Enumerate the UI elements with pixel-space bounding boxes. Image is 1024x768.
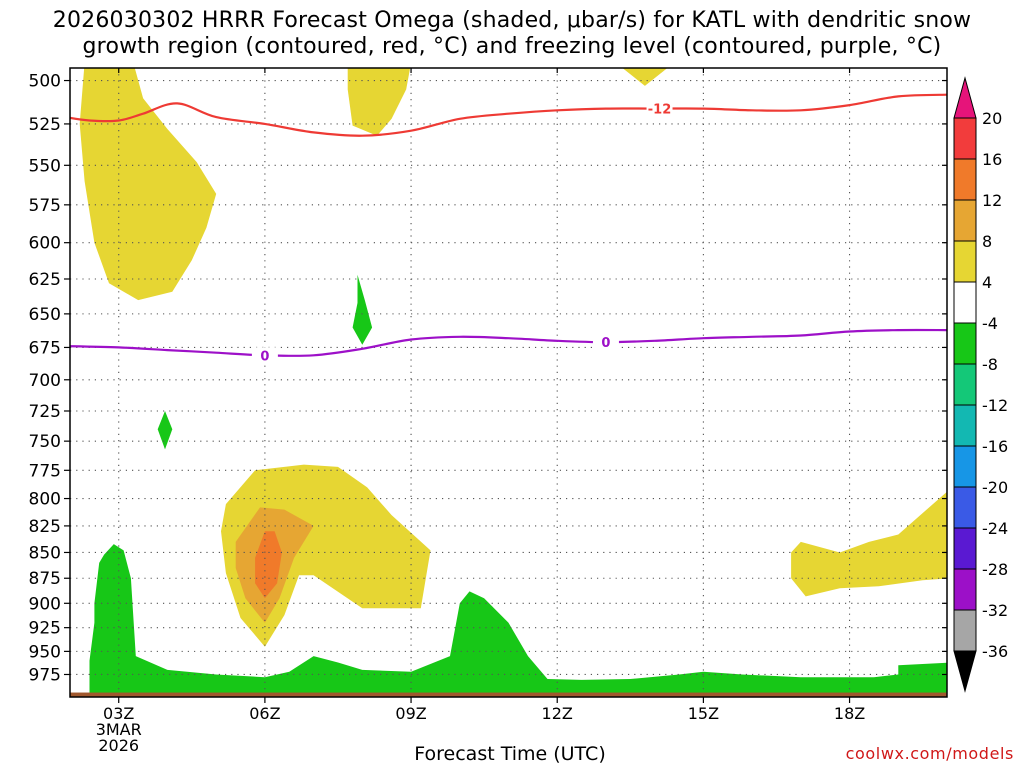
dendritic-minus12-contour [70, 93, 947, 137]
watermark: coolwx.com/models [845, 744, 1014, 763]
x-axis-label: Forecast Time (UTC) [414, 743, 606, 765]
colorbar-bottom-arrow [953, 650, 977, 693]
omega-right-yellow [791, 491, 947, 597]
colorbar-top-arrow [953, 76, 977, 119]
y-tick-label: 800 [29, 490, 61, 510]
colorbar-label: -36 [982, 642, 1008, 661]
y-tick-label: 500 [29, 72, 61, 92]
omega-lower-green [89, 544, 947, 697]
colorbar-segment [953, 363, 977, 406]
chart-title-line-2: growth region (contoured, red, °C) and f… [82, 34, 942, 59]
y-tick-label: 850 [29, 543, 61, 563]
y-tick-label: 975 [29, 665, 61, 685]
colorbar-segment [953, 240, 977, 283]
freezing-contour-label: 0 [260, 349, 269, 364]
y-tick-label: 525 [29, 115, 61, 135]
omega-small-green-650 [352, 274, 373, 345]
colorbar-segment [953, 404, 977, 447]
colorbar-segment [953, 199, 977, 242]
colorbar-segment [953, 158, 977, 201]
colorbar-label: -20 [982, 478, 1008, 497]
freezing-level-contour [70, 328, 947, 357]
x-tick-label: 18Z [834, 704, 865, 723]
chart-title-line-1: 2026030302 HRRR Forecast Omega (shaded, … [52, 8, 972, 33]
y-tick-label: 875 [29, 569, 61, 589]
x-tick-label: 03Z [103, 704, 134, 723]
y-tick-label: 750 [29, 432, 61, 452]
y-tick-label: 550 [29, 156, 61, 176]
y-tick-label: 925 [29, 619, 61, 639]
colorbar-label: -4 [982, 314, 998, 333]
y-tick-label: 675 [29, 338, 61, 358]
colorbar-label: 20 [982, 109, 1002, 128]
y-tick-label: 575 [29, 196, 61, 216]
omega-top-right-yellow [622, 68, 668, 86]
dendritic-contour-label: -12 [648, 103, 672, 118]
omega-upper-left-yellow [79, 68, 217, 301]
colorbar-segment [953, 445, 977, 488]
y-tick-label: 825 [29, 517, 61, 537]
colorbar-label: 4 [982, 273, 992, 292]
plot-area: -12 0 0 [70, 68, 947, 697]
colorbar-segment [953, 322, 977, 365]
x-date-sublabel: 3MAR [96, 720, 142, 739]
omega-upper-mid-yellow [347, 68, 411, 136]
y-tick-label: 775 [29, 461, 61, 481]
colorbar-segment [953, 568, 977, 611]
colorbar-label: -32 [982, 601, 1008, 620]
plot-frame [69, 67, 948, 698]
omega-mid-orange [255, 531, 282, 599]
grid [70, 68, 947, 697]
x-tick-label: 15Z [688, 704, 719, 723]
colorbar-label: 16 [982, 150, 1002, 169]
colorbar-label: -28 [982, 560, 1008, 579]
y-tick-label: 700 [29, 371, 61, 391]
x-date-sublabel: 2026 [98, 736, 139, 755]
colorbar-label: 12 [982, 191, 1002, 210]
ground-strip [70, 692, 947, 697]
colorbar-segment [953, 281, 977, 324]
colorbar-segment [953, 117, 977, 160]
y-tick-label: 950 [29, 642, 61, 662]
colorbar-segment [953, 609, 977, 652]
x-tick-label: 09Z [395, 704, 426, 723]
colorbar-label: -24 [982, 519, 1008, 538]
colorbar-segment [953, 527, 977, 570]
colorbar-label: -8 [982, 355, 998, 374]
colorbar-label: 8 [982, 232, 992, 251]
y-tick-label: 650 [29, 305, 61, 325]
freezing-contour-label: 0 [601, 336, 610, 351]
y-tick-label: 600 [29, 234, 61, 254]
y-tick-label: 900 [29, 594, 61, 614]
omega-small-green-745 [157, 411, 173, 450]
colorbar-label: -16 [982, 437, 1008, 456]
x-tick-label: 12Z [542, 704, 573, 723]
colorbar: 20 16 12 8 4 -4 -8 -12 -16 -20 -24 -28 -32 -36 [953, 76, 1008, 693]
colorbar-label: -12 [982, 396, 1008, 415]
y-tick-label: 625 [29, 270, 61, 290]
y-tick-label: 725 [29, 402, 61, 422]
colorbar-segment [953, 486, 977, 529]
x-tick-label: 06Z [249, 704, 280, 723]
